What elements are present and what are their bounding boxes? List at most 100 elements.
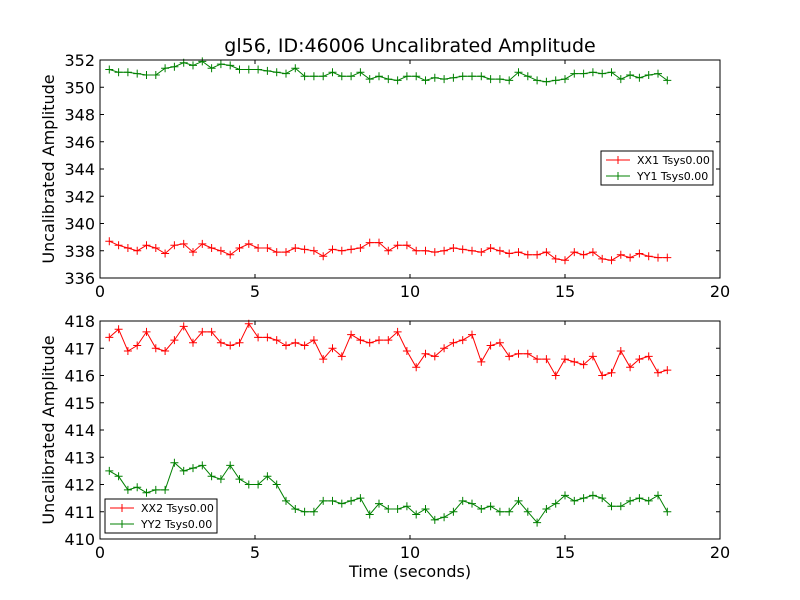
top-data-point-xx1: [384, 246, 393, 255]
bottom-x-tick-label: 5: [250, 543, 260, 562]
top-data-point-yy1: [123, 68, 132, 77]
top-data-point-xx1: [235, 244, 244, 252]
bottom-data-point-yy2: [114, 472, 123, 481]
top-data-point-xx1: [263, 244, 272, 252]
bottom-data-point-xx2: [616, 347, 625, 355]
top-data-point-xx1: [626, 253, 635, 262]
bottom-x-tick-label: 10: [400, 543, 420, 562]
top-data-point-yy1: [542, 77, 551, 86]
top-legend-box: [600, 150, 714, 186]
bottom-data-point-xx2: [551, 371, 560, 380]
bottom-y-tick-label: 417: [64, 339, 95, 358]
top-data-point-xx1: [123, 244, 132, 252]
bottom-legend-box: [104, 498, 218, 534]
bottom-data-point-xx2: [179, 322, 188, 331]
bottom-plot-layer: [105, 319, 672, 527]
top-data-point-yy1: [570, 69, 579, 78]
bottom-data-point-xx2: [663, 366, 672, 375]
chart-title: gl56, ID:46006 Uncalibrated Amplitude: [224, 35, 595, 57]
top-legend: XX1 Tsys0.00 YY1 Tsys0.00: [600, 150, 714, 186]
bottom-data-point-yy2: [486, 502, 495, 511]
bottom-data-point-xx2: [309, 336, 318, 345]
bottom-data-point-xx2: [216, 338, 225, 347]
top-data-point-yy1: [635, 73, 644, 82]
top-data-point-xx1: [421, 246, 430, 255]
top-data-point-yy1: [561, 75, 569, 84]
top-y-tick-label: 340: [64, 215, 95, 234]
top-data-point-yy1: [328, 68, 337, 77]
bottom-data-point-yy2: [607, 502, 616, 511]
bottom-data-point-xx2: [514, 349, 523, 358]
bottom-y-axis-label: Uncalibrated Amplitude: [39, 335, 58, 524]
bottom-data-point-yy2: [663, 507, 672, 516]
bottom-y-tick-label: 414: [64, 421, 95, 440]
bottom-data-point-xx2: [393, 327, 402, 336]
bottom-data-point-xx2: [402, 347, 411, 355]
top-legend-entry-yy1: YY1 Tsys0.00: [606, 170, 708, 183]
bottom-data-point-xx2: [151, 344, 160, 353]
bottom-data-point-xx2: [198, 327, 207, 336]
bottom-data-point-yy2: [561, 491, 569, 500]
top-series-xx1: [105, 237, 672, 265]
bottom-data-point-yy2: [216, 475, 225, 484]
top-data-point-xx1: [598, 254, 607, 263]
top-data-point-xx1: [347, 245, 356, 254]
bottom-data-point-yy2: [588, 491, 597, 500]
bottom-data-point-xx2: [598, 371, 607, 380]
bottom-data-point-yy2: [105, 466, 114, 475]
top-data-point-xx1: [430, 248, 439, 257]
bottom-data-point-yy2: [412, 510, 421, 519]
top-data-point-yy1: [654, 69, 662, 78]
bottom-y-tick-label: 418: [64, 312, 95, 331]
bottom-data-point-xx2: [384, 336, 393, 345]
top-axis-layer: 0 5 10 15 20 336 338 340 342 344 346 348 350 352: [64, 51, 730, 301]
top-data-point-yy1: [198, 57, 207, 66]
top-data-point-yy1: [458, 72, 467, 81]
bottom-data-point-xx2: [644, 352, 653, 361]
top-data-point-yy1: [254, 65, 263, 74]
top-data-point-xx1: [189, 248, 197, 257]
bottom-data-point-yy2: [207, 472, 216, 481]
top-x-tick-label: 5: [250, 282, 260, 301]
top-data-point-xx1: [579, 250, 588, 259]
bottom-data-point-yy2: [161, 485, 170, 494]
top-data-point-xx1: [170, 241, 179, 250]
top-legend-marker-xx1: [614, 156, 622, 164]
bottom-data-point-yy2: [523, 507, 532, 516]
bottom-data-point-yy2: [440, 513, 449, 522]
top-data-point-xx1: [458, 245, 467, 254]
top-data-point-yy1: [337, 72, 346, 81]
top-data-point-yy1: [626, 71, 635, 79]
top-data-point-xx1: [161, 249, 170, 258]
bottom-y-tick-label: 411: [64, 503, 95, 522]
bottom-y-tick-label: 415: [64, 394, 95, 413]
top-data-point-yy1: [356, 68, 365, 77]
top-x-tick-label: 0: [95, 282, 105, 301]
top-y-tick-label: 346: [64, 133, 95, 152]
top-data-point-xx1: [114, 241, 123, 250]
top-data-point-yy1: [402, 72, 411, 81]
bottom-data-point-xx2: [142, 327, 151, 336]
top-data-point-xx1: [393, 241, 402, 250]
top-data-point-yy1: [551, 76, 560, 85]
bottom-x-tick-label: 20: [710, 543, 730, 562]
top-data-point-yy1: [607, 68, 616, 77]
bottom-data-point-yy2: [402, 502, 411, 511]
top-data-point-yy1: [384, 75, 393, 84]
top-data-point-yy1: [133, 69, 142, 78]
bottom-x-tick-label: 15: [555, 543, 575, 562]
bottom-legend-label-xx2: XX2 Tsys0.00: [141, 502, 214, 515]
top-data-point-xx1: [570, 248, 579, 257]
bottom-data-point-xx2: [579, 360, 588, 369]
bottom-legend-marker-xx2: [118, 504, 126, 512]
top-legend-label-xx1: XX1 Tsys0.00: [637, 154, 710, 167]
bottom-data-point-yy2: [226, 461, 235, 470]
bottom-y-tick-label: 413: [64, 448, 95, 467]
top-data-point-xx1: [607, 256, 616, 265]
top-data-point-yy1: [207, 64, 216, 73]
top-data-point-xx1: [291, 244, 300, 252]
bottom-data-point-xx2: [495, 338, 504, 347]
top-legend-marker-yy1: [614, 172, 622, 180]
top-data-point-yy1: [226, 61, 235, 70]
bottom-data-point-yy2: [421, 505, 430, 513]
